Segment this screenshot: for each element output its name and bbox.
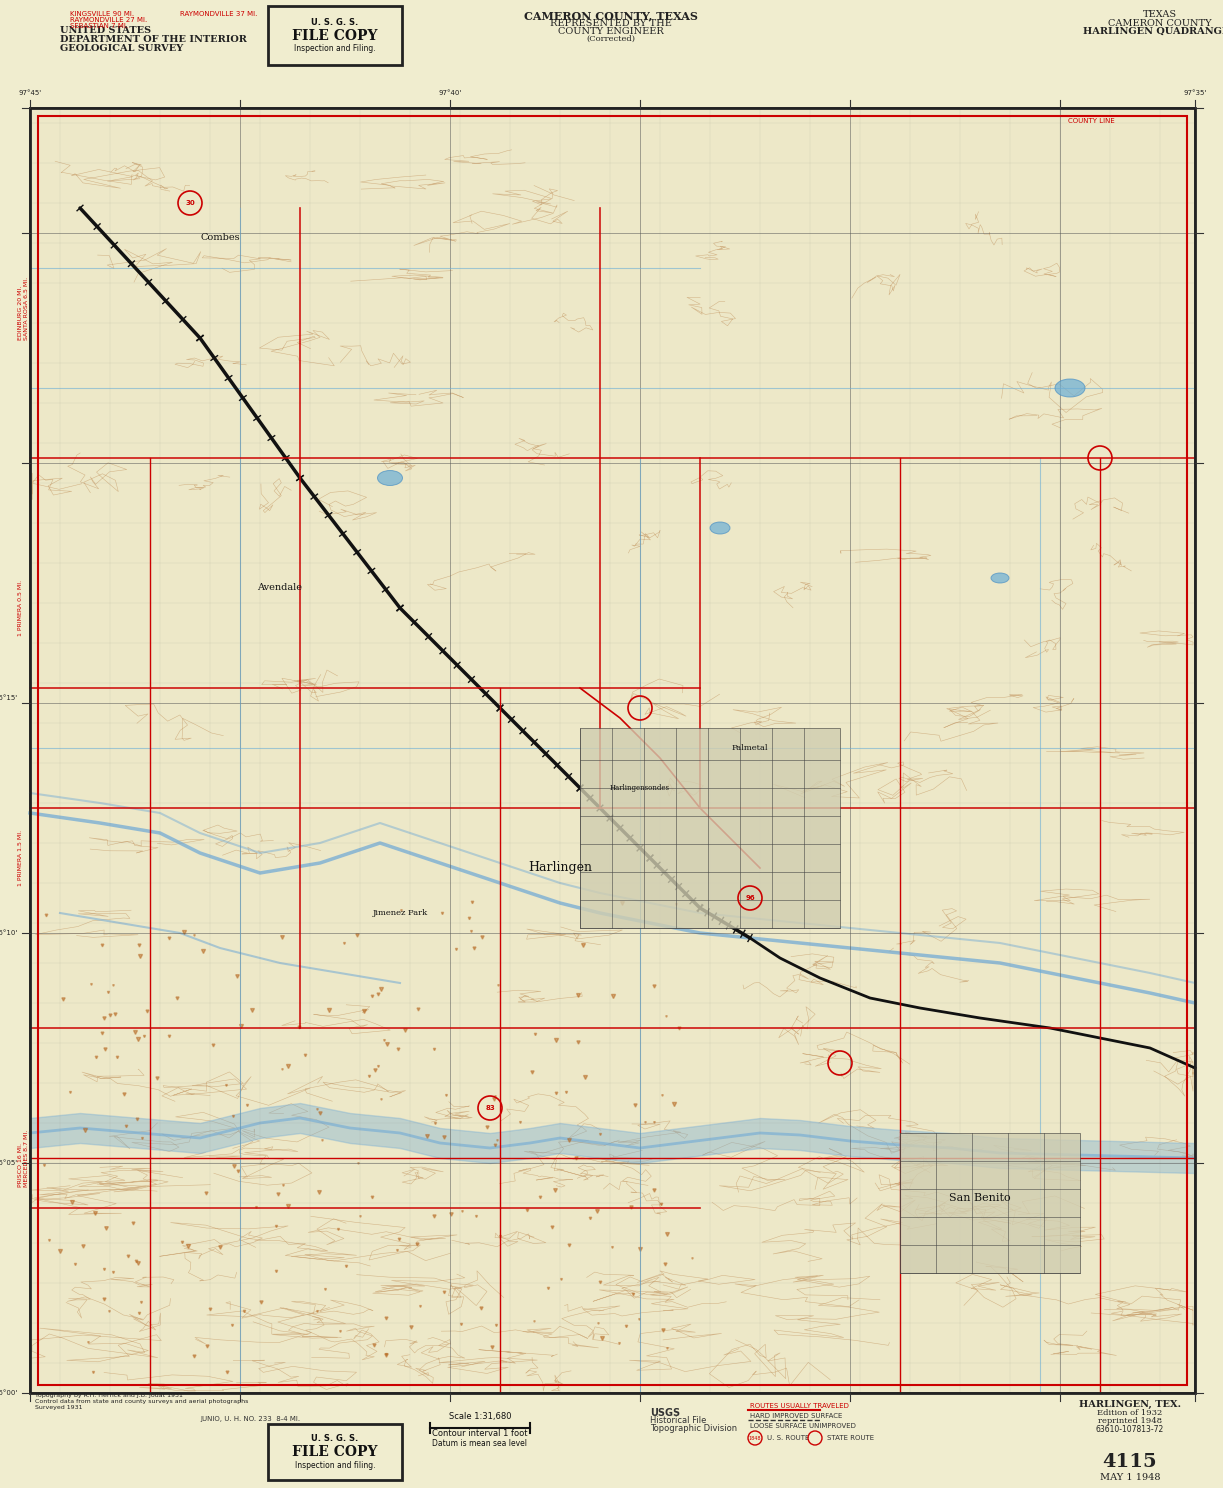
Text: U. S. G. S.: U. S. G. S. — [312, 18, 358, 27]
Text: U. S. G. S.: U. S. G. S. — [312, 1434, 358, 1443]
Text: Harlingensondes: Harlingensondes — [610, 784, 670, 792]
FancyBboxPatch shape — [268, 6, 402, 65]
Text: Combes: Combes — [201, 234, 240, 243]
Text: 26°15': 26°15' — [0, 695, 18, 701]
Text: FILE COPY: FILE COPY — [292, 28, 378, 43]
Bar — [580, 728, 840, 929]
Text: CAMERON COUNTY: CAMERON COUNTY — [1108, 19, 1212, 28]
Text: EDINBURG 20 MI.
SANTA ROSA 6.5 MI.: EDINBURG 20 MI. SANTA ROSA 6.5 MI. — [18, 277, 29, 339]
Text: MAY 1 1948: MAY 1 1948 — [1099, 1473, 1161, 1482]
Text: PRISCO 16 MI.
MERCEDES 8.7 MI.: PRISCO 16 MI. MERCEDES 8.7 MI. — [18, 1129, 29, 1186]
Text: JUNIO, U. H. NO. 233  8-4 MI.: JUNIO, U. H. NO. 233 8-4 MI. — [201, 1417, 300, 1423]
Text: SEBASTIAN 7 MI.: SEBASTIAN 7 MI. — [70, 22, 128, 28]
Text: RAYMONDVILLE 37 MI.: RAYMONDVILLE 37 MI. — [180, 10, 257, 16]
Text: 26°10': 26°10' — [0, 930, 18, 936]
Text: Edition of 1932: Edition of 1932 — [1097, 1409, 1163, 1417]
Text: COUNTY LINE: COUNTY LINE — [1068, 118, 1115, 124]
FancyBboxPatch shape — [268, 1424, 402, 1481]
Text: 1 PRIMERA 0.5 MI.: 1 PRIMERA 0.5 MI. — [18, 580, 23, 635]
Text: 83: 83 — [486, 1106, 495, 1112]
Text: KINGSVILLE 90 MI.: KINGSVILLE 90 MI. — [70, 10, 135, 16]
Text: Palmetal: Palmetal — [731, 744, 768, 751]
Text: HARLINGEN QUADRANGLE: HARLINGEN QUADRANGLE — [1084, 27, 1223, 36]
Text: 63610-107813-72: 63610-107813-72 — [1096, 1426, 1164, 1434]
Text: 1 PRIMERA 1.5 MI.: 1 PRIMERA 1.5 MI. — [18, 830, 23, 885]
Text: GEOLOGICAL SURVEY: GEOLOGICAL SURVEY — [60, 45, 183, 54]
Text: HARLINGEN, TEX.: HARLINGEN, TEX. — [1079, 1400, 1181, 1409]
Text: Contour interval 1 foot: Contour interval 1 foot — [432, 1428, 528, 1437]
Text: REPRESENTED BY THE: REPRESENTED BY THE — [550, 19, 671, 28]
Text: UNITED STATES: UNITED STATES — [60, 25, 152, 36]
Text: Jimenez Park: Jimenez Park — [372, 909, 428, 917]
Text: San Benito: San Benito — [949, 1193, 1011, 1202]
Text: 26°00': 26°00' — [0, 1390, 18, 1396]
Text: DEPARTMENT OF THE INTERIOR: DEPARTMENT OF THE INTERIOR — [60, 36, 247, 45]
Ellipse shape — [711, 522, 730, 534]
Text: USGS: USGS — [649, 1408, 680, 1418]
Text: Harlingen: Harlingen — [528, 862, 592, 875]
Text: LOOSE SURFACE UNIMPROVED: LOOSE SURFACE UNIMPROVED — [750, 1423, 856, 1428]
Text: CAMERON COUNTY, TEXAS: CAMERON COUNTY, TEXAS — [525, 10, 698, 21]
Text: Scale 1:31,680: Scale 1:31,680 — [449, 1412, 511, 1421]
Text: U. S. ROUTE: U. S. ROUTE — [767, 1434, 810, 1440]
Bar — [31, 109, 1195, 1393]
Text: Inspection and filing.: Inspection and filing. — [295, 1461, 375, 1470]
Bar — [900, 1132, 1080, 1274]
Text: 97°45': 97°45' — [18, 89, 42, 97]
Text: HARD IMPROVED SURFACE: HARD IMPROVED SURFACE — [750, 1414, 843, 1420]
Text: Topography by R.H. Herrick and J.B. Jouat 1931
Control data from state and count: Topography by R.H. Herrick and J.B. Joua… — [35, 1393, 248, 1409]
Text: 4115: 4115 — [1103, 1452, 1157, 1472]
Text: FILE COPY: FILE COPY — [292, 1445, 378, 1460]
Text: 1848: 1848 — [748, 1436, 761, 1440]
Text: Datum is mean sea level: Datum is mean sea level — [433, 1439, 527, 1448]
Text: 97°40': 97°40' — [438, 89, 461, 97]
Ellipse shape — [991, 573, 1009, 583]
Text: 30: 30 — [185, 199, 194, 205]
Text: TEXAS: TEXAS — [1144, 10, 1177, 19]
Text: 26°05': 26°05' — [0, 1161, 18, 1167]
Text: STATE ROUTE: STATE ROUTE — [827, 1434, 874, 1440]
Ellipse shape — [1055, 379, 1085, 397]
Text: (Corrected): (Corrected) — [587, 36, 636, 43]
Bar — [31, 109, 1195, 1393]
Text: Topographic Division: Topographic Division — [649, 1424, 737, 1433]
Text: RAYMONDVILLE 27 MI.: RAYMONDVILLE 27 MI. — [70, 16, 147, 22]
Bar — [38, 116, 1188, 1385]
Text: Avendale: Avendale — [258, 583, 302, 592]
Text: 97°35': 97°35' — [1184, 89, 1207, 97]
Text: reprinted 1948: reprinted 1948 — [1098, 1417, 1162, 1426]
Text: Inspection and Filing.: Inspection and Filing. — [295, 45, 375, 54]
Ellipse shape — [378, 470, 402, 485]
Text: 96: 96 — [745, 894, 755, 902]
Text: ROUTES USUALLY TRAVELED: ROUTES USUALLY TRAVELED — [750, 1403, 849, 1409]
Text: Historical File: Historical File — [649, 1417, 707, 1426]
Text: COUNTY ENGINEER: COUNTY ENGINEER — [558, 27, 664, 36]
